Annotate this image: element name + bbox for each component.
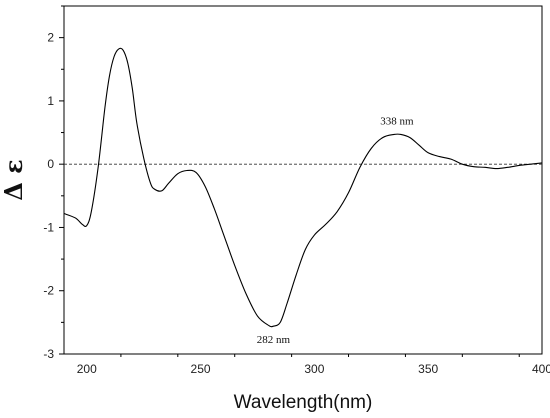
plot-frame bbox=[63, 5, 543, 355]
y-axis-label: Δ ε bbox=[0, 159, 28, 201]
y-tick-label: -1 bbox=[43, 220, 54, 234]
peak-annotations: 338 nm 282 nm bbox=[257, 115, 414, 346]
x-tick-label: 200 bbox=[77, 362, 97, 376]
y-tick-label: -3 bbox=[43, 347, 54, 361]
x-tick-label: 350 bbox=[418, 362, 438, 376]
x-tick-label: 250 bbox=[191, 362, 211, 376]
y-tick-label: -2 bbox=[43, 284, 54, 298]
y-axis-ticks: -3 -2 -1 0 1 2 bbox=[43, 5, 64, 361]
peak-annotation: 282 nm bbox=[257, 334, 291, 346]
x-tick-label: 400 bbox=[532, 362, 550, 376]
cd-curve-line bbox=[63, 47, 543, 328]
y-tick-label: 0 bbox=[47, 157, 54, 171]
peak-annotation: 338 nm bbox=[380, 115, 414, 127]
x-tick-label: 300 bbox=[304, 362, 324, 376]
x-axis-label: Wavelength(nm) bbox=[234, 392, 373, 413]
x-axis-ticks: 200 250 300 350 400 bbox=[77, 354, 550, 376]
y-tick-label: 2 bbox=[47, 31, 54, 45]
axes bbox=[63, 5, 543, 355]
y-tick-label: 1 bbox=[47, 94, 54, 108]
